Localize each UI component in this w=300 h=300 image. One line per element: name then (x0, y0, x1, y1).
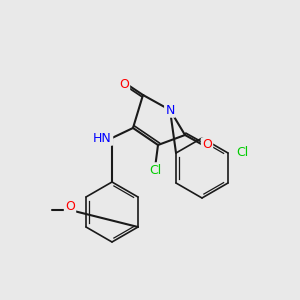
Text: O: O (119, 79, 129, 92)
Text: O: O (202, 139, 212, 152)
Text: Cl: Cl (149, 164, 161, 176)
Text: Cl: Cl (236, 146, 248, 160)
Text: HN: HN (93, 131, 112, 145)
Text: O: O (65, 200, 75, 214)
Text: N: N (165, 103, 175, 116)
